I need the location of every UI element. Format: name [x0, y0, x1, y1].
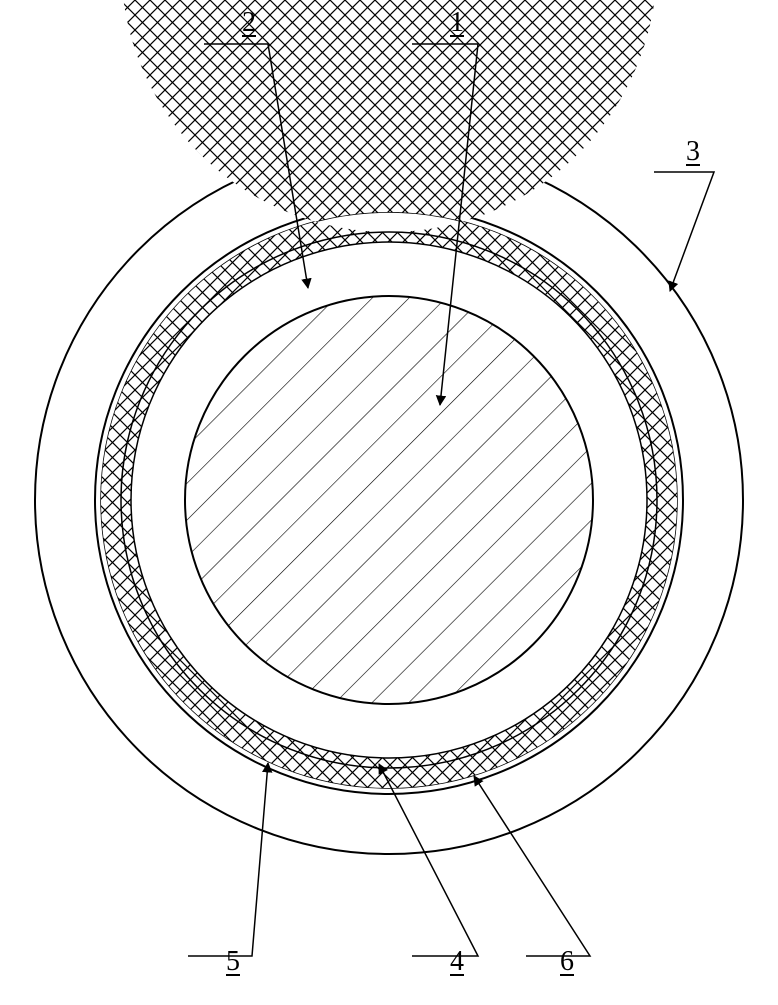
- leader-3: [654, 172, 714, 291]
- label-1: 1: [450, 7, 464, 39]
- core-fill: [185, 296, 593, 704]
- label-4: 4: [450, 946, 464, 978]
- cable-cross-section-diagram: 2 1 3 5 4 6: [0, 0, 778, 1000]
- diagram-svg: [0, 0, 778, 1000]
- label-5: 5: [226, 946, 240, 978]
- label-3: 3: [686, 136, 700, 168]
- label-6: 6: [560, 946, 574, 978]
- label-2: 2: [242, 7, 256, 39]
